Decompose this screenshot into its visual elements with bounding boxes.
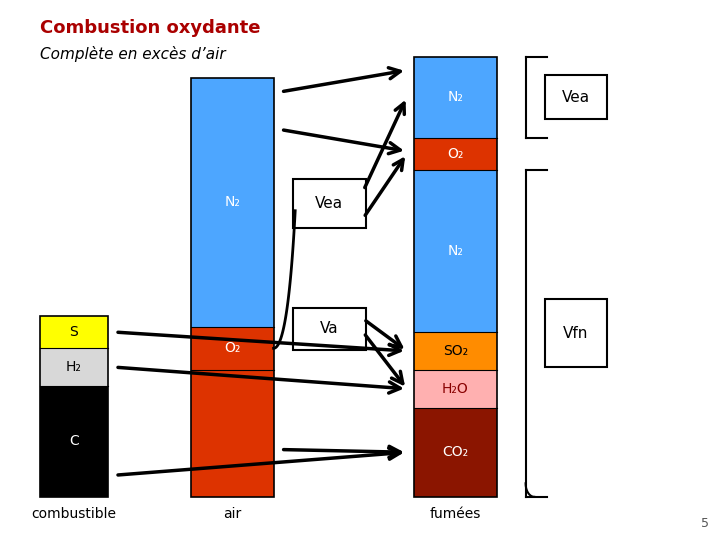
Text: N₂: N₂ [447,244,464,258]
FancyBboxPatch shape [545,299,607,367]
Text: H₂: H₂ [66,360,82,374]
Bar [191,370,274,497]
Bar [191,78,274,497]
Text: N₂: N₂ [447,90,464,104]
Text: O₂: O₂ [224,341,240,355]
Text: S: S [69,325,78,339]
Text: Vea: Vea [315,197,343,211]
Text: C: C [69,435,78,448]
FancyBboxPatch shape [293,308,366,350]
Text: fumées: fumées [430,507,482,521]
Bar [414,57,497,497]
Bar [40,316,108,497]
Bar [40,386,108,497]
Bar [191,327,274,370]
Bar [414,370,497,408]
FancyBboxPatch shape [293,179,366,228]
Bar [414,408,497,497]
Text: combustible: combustible [32,507,117,521]
Text: N₂: N₂ [224,195,240,210]
Text: H₂O: H₂O [442,382,469,396]
Bar [191,78,274,327]
Bar [414,332,497,370]
Bar [414,138,497,170]
Text: Vfn: Vfn [563,326,589,341]
Text: air: air [223,507,242,521]
Text: Vea: Vea [562,90,590,105]
Text: O₂: O₂ [447,147,464,161]
Bar [414,170,497,332]
Text: Complète en excès d’air: Complète en excès d’air [40,46,225,62]
Text: 5: 5 [701,517,709,530]
Text: Va: Va [320,321,338,336]
Bar [40,316,108,348]
FancyBboxPatch shape [545,75,607,119]
Bar [414,57,497,138]
Bar [40,348,108,386]
Text: CO₂: CO₂ [442,446,469,459]
Text: SO₂: SO₂ [443,344,468,358]
Text: Combustion oxydante: Combustion oxydante [40,19,260,37]
